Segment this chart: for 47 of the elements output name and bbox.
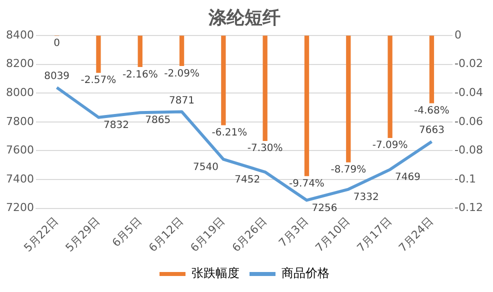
data-label: -9.74% xyxy=(289,178,324,190)
data-label: -2.57% xyxy=(80,75,116,86)
data-label: -8.79% xyxy=(330,164,366,176)
data-label: 7871 xyxy=(169,95,195,106)
y2-tick-label: -0.1 xyxy=(454,172,476,186)
y-tick-label: 7200 xyxy=(6,201,34,214)
y2-tick-label: -0.04 xyxy=(454,86,484,100)
y-tick-label: 7800 xyxy=(6,114,34,128)
data-label: 7865 xyxy=(145,115,171,126)
data-label: 7256 xyxy=(312,202,338,214)
x-tick-label: 6月19日 xyxy=(188,214,228,254)
legend-label: 张跌幅度 xyxy=(192,266,240,280)
x-tick-label: 6月12日 xyxy=(146,214,186,254)
x-tick-label: 6月5日 xyxy=(110,214,144,250)
x-tick-label: 6月26日 xyxy=(230,214,270,254)
y2-tick-label: -0.06 xyxy=(454,114,484,128)
data-label: 8039 xyxy=(44,71,70,82)
y2-tick-label: -0.02 xyxy=(454,57,484,70)
data-label: -2.16% xyxy=(122,69,158,80)
x-tick-label: 7月3日 xyxy=(276,214,311,250)
x-tick-label: 5月29日 xyxy=(63,214,103,254)
y-tick-label: 7600 xyxy=(6,144,34,157)
y2-tick-label: -0.12 xyxy=(454,201,484,214)
data-label: 0 xyxy=(54,38,60,50)
y-tick-label: 8000 xyxy=(6,86,34,100)
y-tick-label: 7400 xyxy=(6,172,34,186)
data-label: 7469 xyxy=(395,172,421,184)
y2-tick-label: -0.08 xyxy=(454,144,484,157)
data-label: 7332 xyxy=(353,192,379,203)
data-label: -4.68% xyxy=(414,106,450,117)
x-tick-label: 5月22日 xyxy=(21,214,61,254)
y-tick-label: 8200 xyxy=(6,57,34,70)
data-label: 7663 xyxy=(418,125,444,136)
data-label: -7.30% xyxy=(247,143,283,154)
data-label: 7832 xyxy=(103,120,129,131)
y-tick-label: 8400 xyxy=(6,28,34,42)
x-tick-label: 7月10日 xyxy=(312,214,353,254)
x-tick-label: 7月24日 xyxy=(396,214,436,254)
data-label: -2.09% xyxy=(164,68,200,80)
y2-tick-label: 0 xyxy=(454,28,462,42)
x-tick-label: 7月17日 xyxy=(354,214,394,254)
data-label: 7540 xyxy=(192,162,218,173)
data-label: -6.21% xyxy=(212,128,248,139)
data-label: -7.09% xyxy=(372,140,408,152)
chart-title: 涤纶短纤 xyxy=(208,7,280,28)
legend-label: 商品价格 xyxy=(282,266,330,280)
data-label: 7452 xyxy=(234,174,260,186)
